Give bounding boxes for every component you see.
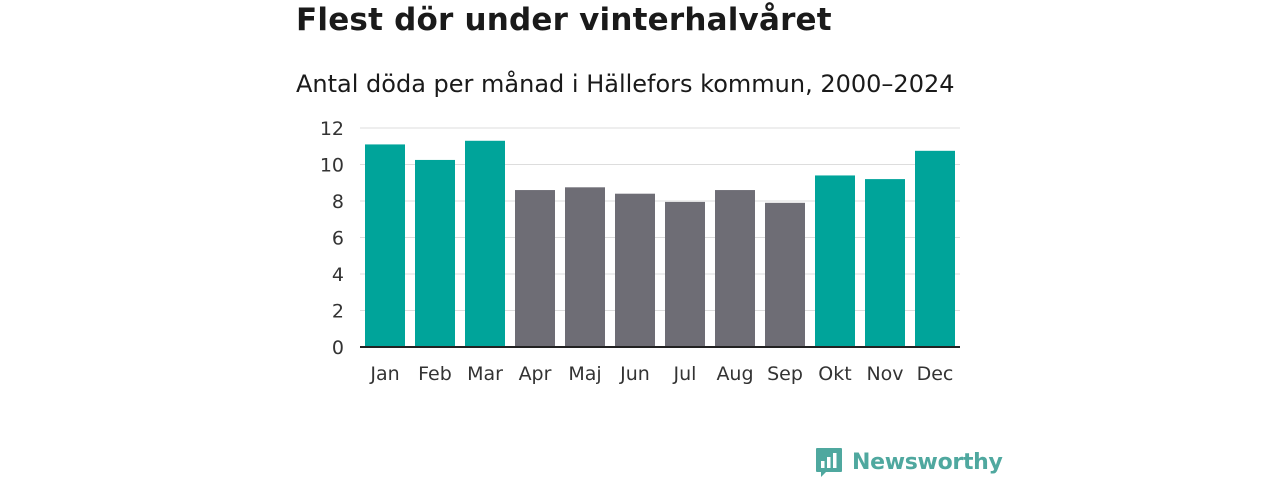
bar-jan [365,144,405,347]
y-axis-ticks: 0 2 4 6 8 10 12 [320,118,344,359]
x-tick-label: Aug [716,363,753,385]
y-tick-label: 0 [332,337,344,359]
x-tick-label: Maj [568,363,601,385]
bar-maj [565,187,605,347]
x-axis-ticks: Jan Feb Mar Apr Maj Jun Jul Aug Sep Okt Nov Dec [369,363,953,385]
x-tick-label: Okt [818,363,851,385]
bar-aug [715,190,755,347]
bar-dec [915,150,955,347]
gridlines [360,127,960,311]
bars [365,140,955,347]
bar-jun [615,193,655,347]
y-tick-label: 8 [332,191,344,213]
bar-chart: 0 2 4 6 8 10 12 Jan Feb Mar Apr Maj Jun Jul Aug Sep Okt… [320,118,960,385]
y-tick-label: 12 [320,118,344,140]
bar-jul [665,201,705,347]
chart-subtitle: Antal döda per månad i Hällefors kommun,… [296,70,955,98]
brand-name: Newsworthy [852,449,1003,475]
x-tick-label: Dec [917,363,954,385]
x-tick-label: Apr [519,363,552,385]
bar-okt [815,175,855,347]
y-tick-label: 4 [332,264,344,286]
brand-logo: Newsworthy [814,446,1003,478]
bar-chart-speech-icon [816,448,842,477]
x-tick-label: Jun [619,363,650,385]
y-tick-label: 2 [332,301,344,323]
bar-nov [865,179,905,347]
x-tick-label: Nov [866,363,903,385]
x-tick-label: Jul [673,363,697,385]
bar-feb [415,159,455,347]
bar-sep [765,202,805,347]
y-tick-label: 6 [332,228,344,250]
x-tick-label: Jan [369,363,399,385]
x-tick-label: Sep [767,363,803,385]
x-tick-label: Mar [467,363,503,385]
chart-title: Flest dör under vinterhalvåret [296,2,832,38]
bar-apr [515,190,555,347]
bar-mar [465,140,505,347]
y-tick-label: 10 [320,155,344,177]
x-tick-label: Feb [418,363,452,385]
